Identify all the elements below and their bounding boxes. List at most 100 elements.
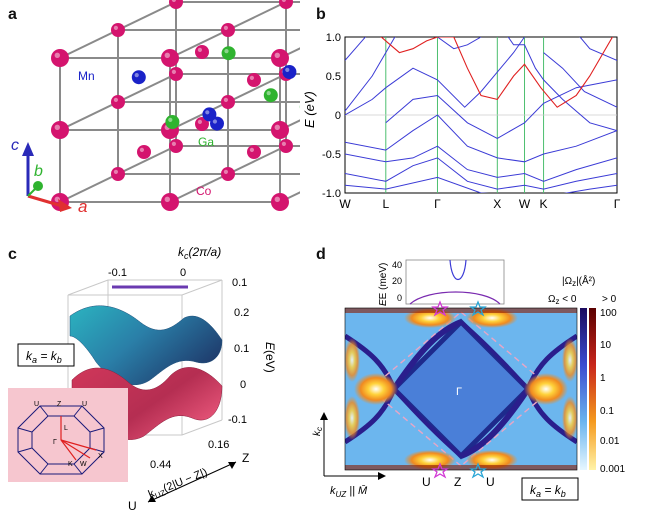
energy-tick-label: -1.0 xyxy=(322,188,341,200)
co-atom-highlight xyxy=(197,119,202,124)
gamma-label: Γ xyxy=(456,386,462,398)
co-atom xyxy=(169,0,183,9)
colorbar-positive xyxy=(589,308,596,470)
co-atom xyxy=(247,145,261,159)
co-atom xyxy=(111,23,125,37)
co-atom-highlight xyxy=(223,25,228,30)
co-atom-highlight xyxy=(113,25,118,30)
ka-kb-text-d: ka = kb xyxy=(530,483,566,499)
energy-tick-label: 0 xyxy=(335,110,341,122)
co-atom xyxy=(137,145,151,159)
bz-inset-background xyxy=(8,388,128,482)
bz-label-l: L xyxy=(64,425,68,432)
kuz-tick-044: 0.44 xyxy=(150,459,171,471)
map-kc-label: kc xyxy=(312,427,324,436)
band-line xyxy=(385,79,617,139)
highlighted-band-line xyxy=(380,37,614,108)
inset-band-purple xyxy=(409,291,501,305)
panel-c-label: c xyxy=(8,246,17,263)
axis-c-label: c xyxy=(11,137,19,154)
band-line xyxy=(507,37,617,132)
co-atom-highlight xyxy=(249,147,254,152)
panel-a-label: a xyxy=(8,6,17,23)
ga-atom xyxy=(165,115,180,129)
ga-atom-highlight xyxy=(266,91,271,96)
co-atom xyxy=(169,139,183,153)
cbar-sign-pos: > 0 xyxy=(602,294,617,305)
band-ylabel: E (eV) xyxy=(302,91,317,128)
kuz-tick-016: 0.16 xyxy=(208,439,229,451)
cbar-tick-01: 0.1 xyxy=(600,406,614,417)
bottom-label-u2: U xyxy=(486,475,495,489)
weyl-stars-top xyxy=(431,300,487,317)
kuz-axis-arrow xyxy=(147,461,237,503)
co-atom xyxy=(169,67,183,81)
mn-atom-highlight xyxy=(285,67,290,72)
co-atom xyxy=(271,193,289,211)
colorbar-negative xyxy=(580,308,587,470)
energy-tick-label: 0.5 xyxy=(326,71,341,83)
e-tick-minus01: -0.1 xyxy=(228,414,247,426)
ga-atom xyxy=(263,88,278,103)
kpoint-label: W xyxy=(339,197,351,211)
co-atom-highlight xyxy=(54,124,60,130)
band-line xyxy=(345,37,367,61)
e-axis-label: E(eV) xyxy=(263,342,277,373)
cbar-tick-1: 1 xyxy=(600,373,606,384)
panel-b-label: b xyxy=(316,6,326,23)
energy-tick-label: 1.0 xyxy=(326,32,341,44)
co-atom-highlight xyxy=(171,0,176,2)
mn-atom-highlight xyxy=(134,73,139,78)
lattice-bond xyxy=(279,119,300,131)
e-tick-02: 0.2 xyxy=(234,307,249,319)
panel-c-3d-surface: kc(2π/a) -0.1 0 0.1 0.2 0.1 0 -0.1 E(eV)… xyxy=(8,245,277,510)
ka-kb-text: ka = kb xyxy=(26,349,62,365)
mn-atom xyxy=(202,107,217,122)
bottom-label-u1: U xyxy=(422,475,431,489)
co-atom-highlight xyxy=(281,141,286,146)
inset-tick-20: 20 xyxy=(392,276,402,286)
co-atom-highlight xyxy=(164,52,170,58)
band-line xyxy=(345,145,617,182)
co-atom xyxy=(51,49,69,67)
mn-atom-highlight xyxy=(205,110,210,115)
surface-upper-band xyxy=(69,305,223,385)
co-atom xyxy=(51,121,69,139)
co-atom-highlight xyxy=(113,169,118,174)
band-line xyxy=(345,157,617,190)
cbar-tick-0001: 0.001 xyxy=(600,464,625,475)
band-line xyxy=(345,176,617,193)
band-line xyxy=(543,52,617,108)
inset-ylabel: EE (meV) xyxy=(378,263,389,306)
panel-d-berry-curvature: 40 20 0 EE (meV) xyxy=(312,259,625,501)
ga-atom xyxy=(221,46,236,61)
cbar-tick-100: 100 xyxy=(600,308,617,319)
co-atom xyxy=(195,45,209,59)
co-atom xyxy=(221,167,235,181)
bz-label-z: Z xyxy=(57,401,62,408)
co-atom-highlight xyxy=(164,196,170,202)
co-atom xyxy=(221,95,235,109)
bz-label-w: W xyxy=(80,461,87,468)
cbar-title: |Ωz|(Å²) xyxy=(562,274,595,288)
co-atom xyxy=(111,95,125,109)
co-atom xyxy=(161,193,179,211)
inset-tick-40: 40 xyxy=(392,260,402,270)
crystal-axes xyxy=(22,142,72,212)
co-atom xyxy=(247,73,261,87)
berry-curvature-map xyxy=(345,308,577,470)
axis-b-label: b xyxy=(34,163,43,180)
mn-atom xyxy=(282,65,297,79)
kuz-axis-label: kUZ(2|U − Z|) xyxy=(147,466,210,502)
ga-atom-highlight xyxy=(224,49,229,54)
co-atom-highlight xyxy=(113,97,118,102)
axis-z-end: Z xyxy=(242,451,249,465)
axis-u-end: U xyxy=(128,499,137,510)
bz-path xyxy=(60,416,97,461)
co-atom xyxy=(111,167,125,181)
co-atom xyxy=(279,0,293,9)
co-atom xyxy=(195,117,209,131)
co-atom-highlight xyxy=(197,47,202,53)
inset-tick-0: 0 xyxy=(397,293,402,303)
cbar-sign-label: Ωz < 0 xyxy=(548,294,577,306)
